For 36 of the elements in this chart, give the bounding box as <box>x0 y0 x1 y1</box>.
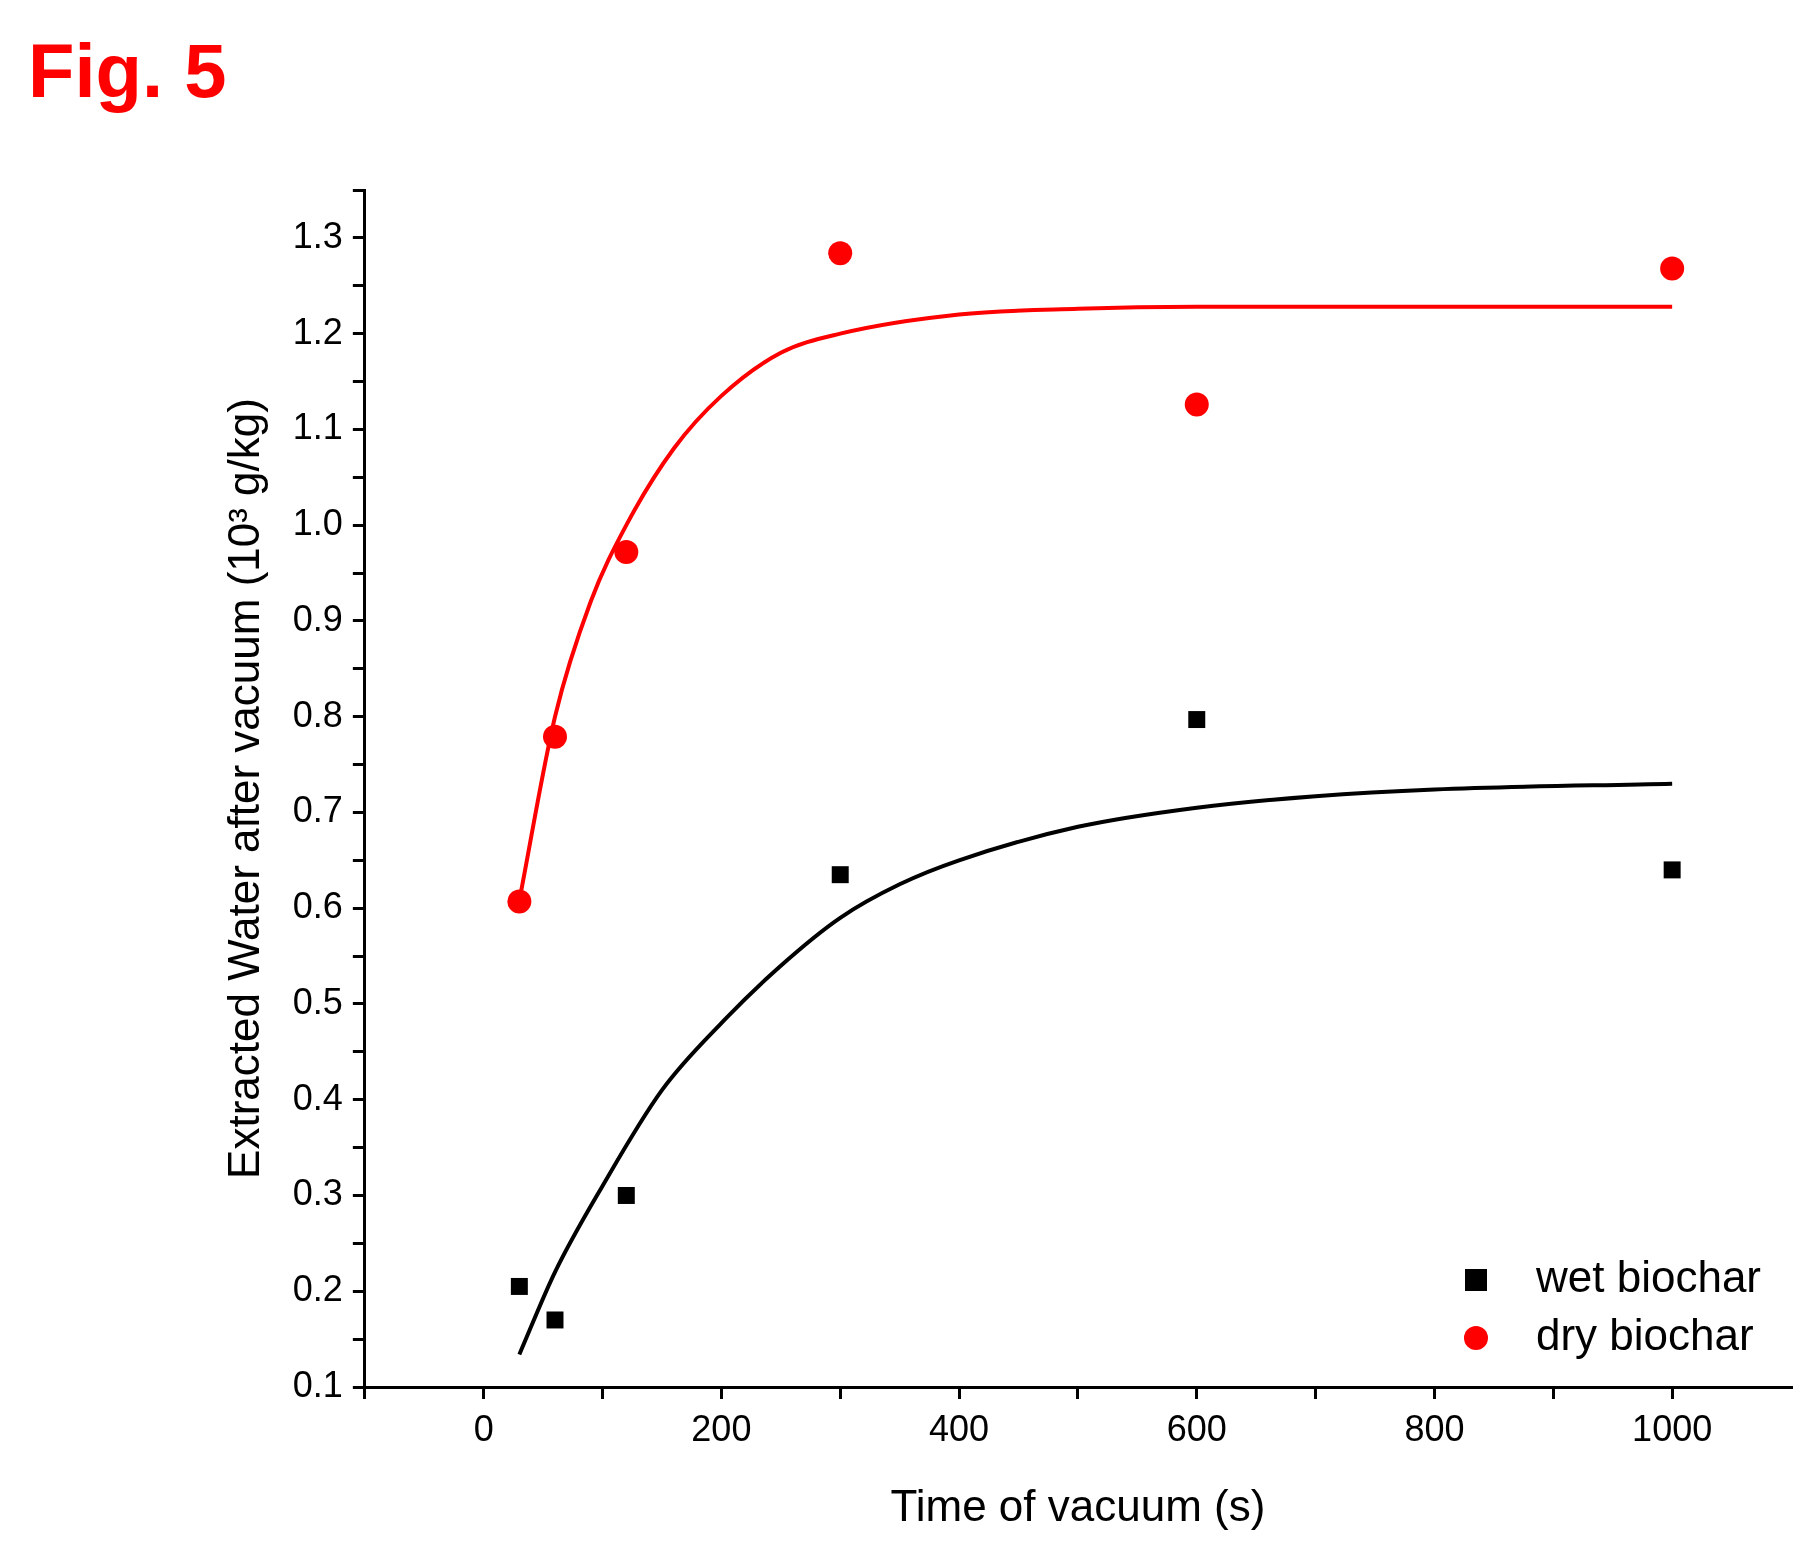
y-tick-label: 1.2 <box>292 310 343 352</box>
y-axis-title: Extracted Water after vacuum (10³ g/kg) <box>218 398 268 1179</box>
point <box>546 1311 564 1329</box>
y-tick-label: 0.8 <box>292 693 343 735</box>
x-tick-label: 400 <box>929 1407 990 1449</box>
y-tick-label: 0.1 <box>292 1363 343 1405</box>
point <box>1188 711 1206 729</box>
point <box>543 724 567 749</box>
x-tick-label: 1000 <box>1632 1407 1713 1449</box>
point <box>507 889 532 914</box>
y-tick-label: 1.0 <box>292 502 343 544</box>
y-tick-label: 0.9 <box>292 597 343 639</box>
y-tick-label: 1.3 <box>292 214 343 256</box>
x-tick-label: 0 <box>473 1407 494 1449</box>
y-tick-label: 0.4 <box>292 1076 343 1118</box>
legend-label: dry biochar <box>1535 1310 1754 1360</box>
x-tick-label: 200 <box>691 1407 752 1449</box>
point <box>510 1277 528 1295</box>
y-tick-label: 0.6 <box>292 885 343 927</box>
x-axis-title: Time of vacuum (s) <box>890 1480 1266 1530</box>
y-tick-label: 0.7 <box>292 789 343 831</box>
legend-label: wet biochar <box>1534 1252 1762 1302</box>
point <box>828 241 853 266</box>
point <box>831 866 849 884</box>
y-tick-label: 0.2 <box>292 1268 343 1310</box>
x-tick-label: 800 <box>1404 1407 1465 1449</box>
point <box>617 1186 635 1204</box>
point <box>1663 861 1681 879</box>
chart-title: Fig. 5 <box>28 27 227 113</box>
point <box>614 539 639 564</box>
y-tick-label: 0.5 <box>292 980 343 1022</box>
x-tick-label: 600 <box>1166 1407 1227 1449</box>
y-tick-label: 1.1 <box>292 406 343 448</box>
y-tick-label: 0.3 <box>292 1172 343 1214</box>
point <box>1660 256 1685 281</box>
point <box>1184 392 1209 417</box>
